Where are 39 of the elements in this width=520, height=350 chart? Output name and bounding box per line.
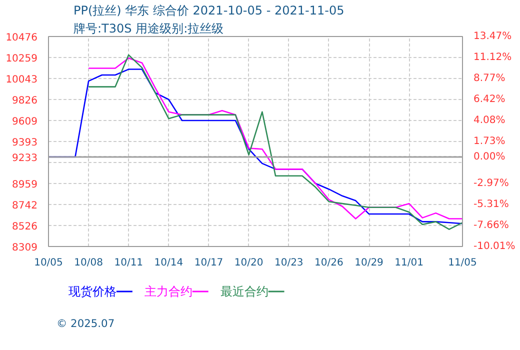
y2-tick-label: 6.42% [474,94,506,106]
chart-subtitle: 牌号:T30S 用途级别:拉丝级 [74,22,224,36]
x-tick-label: 10/11 [114,258,144,268]
x-tick-label: 11/01 [394,258,424,268]
x-tick-label: 10/26 [314,258,344,268]
y2-tick-label: 11.12% [474,52,512,64]
y-tick-label: 10259 [6,54,38,65]
y-tick-label: 10476 [6,32,38,44]
x-tick-label: 10/14 [154,258,184,268]
x-tick-label: 10/29 [354,258,384,268]
x-tick-label: 10/05 [34,258,63,268]
legend-label: 现货价格 [68,284,116,298]
x-tick-label: 10/20 [234,258,264,268]
x-tick-label: 10/17 [194,258,224,268]
y-tick-label: 8309 [12,242,38,254]
y-tick-label: 9609 [12,116,38,128]
x-tick-label: 10/08 [74,258,103,268]
y-tick-label: 9233 [12,152,38,164]
y2-tick-label: -10.01% [474,241,516,252]
y2-tick-label: -7.66% [474,220,509,231]
text: © 2025.07 [56,317,115,330]
y2-tick-label: 0.00% [474,151,506,162]
y-tick-label: 8526 [12,221,38,232]
y-tick-label: 10043 [6,74,38,86]
y2-tick-label: -5.31% [474,198,509,210]
legend-label: 主力合约 [144,284,192,298]
y2-tick-label: 8.77% [474,73,506,84]
y-tick-label: 8742 [12,200,38,212]
y2-tick-label: 1.73% [474,136,506,147]
x-tick-label: 10/23 [274,258,304,268]
y-tick-label: 9826 [12,95,38,106]
y-tick-label: 8959 [12,180,38,191]
y2-tick-label: 13.47% [474,31,512,42]
y2-tick-label: 4.08% [474,114,506,126]
x-tick-label: 11/05 [448,258,477,268]
legend-label: 最近合约 [220,284,268,298]
chart-title: PP(拉丝) 华东 综合价 2021-10-05 - 2021-11-05 [74,4,344,18]
y-tick-label: 9393 [12,137,38,148]
y2-tick-label: -2.97% [474,178,509,190]
